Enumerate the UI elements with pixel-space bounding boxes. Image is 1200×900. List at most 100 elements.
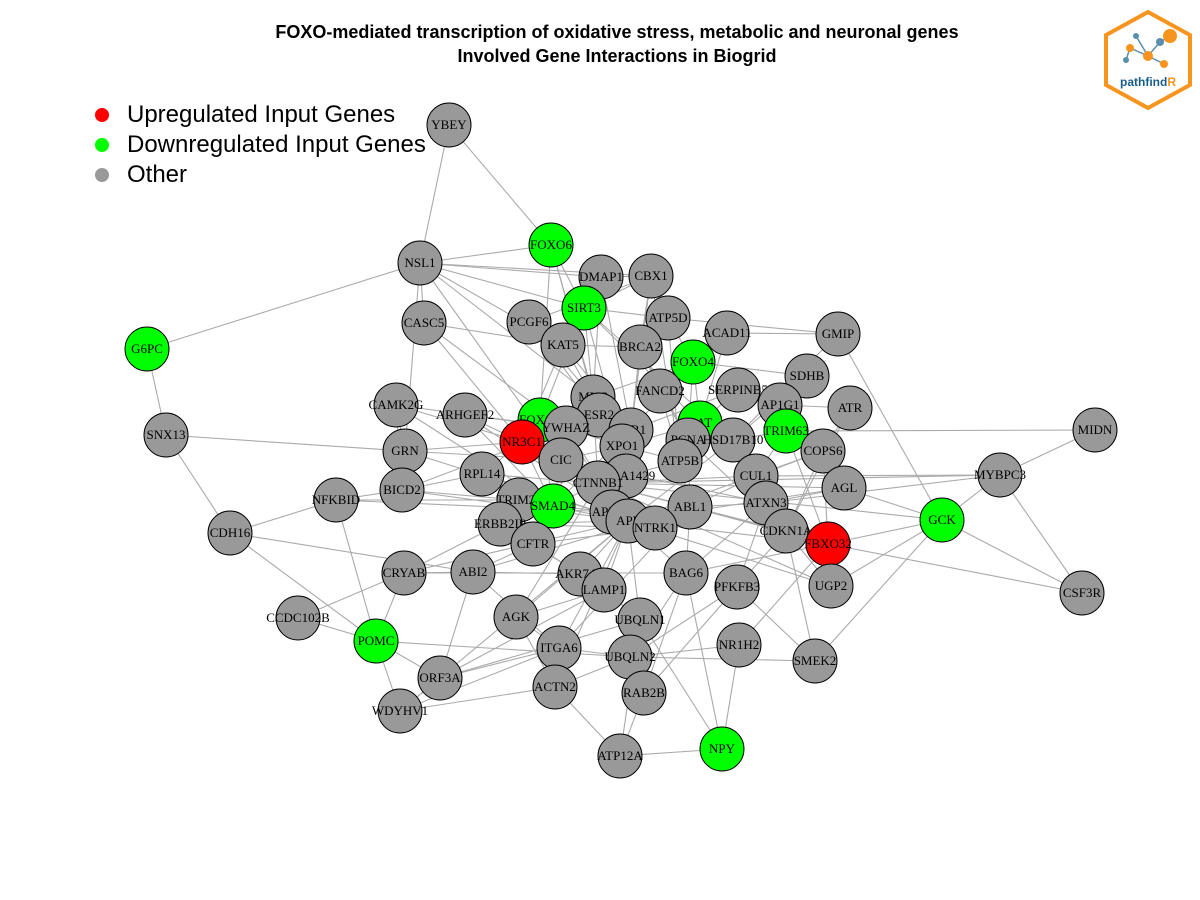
gene-node-fbxo32[interactable]: FBXO32	[804, 521, 852, 567]
gene-node-camk2g[interactable]: CAMK2G	[369, 382, 424, 428]
gene-circle-g6pc[interactable]	[124, 326, 170, 372]
gene-node-cdh16[interactable]: CDH16	[207, 510, 253, 556]
gene-circle-serpinb5[interactable]	[715, 367, 761, 413]
gene-node-pfkfb3[interactable]: PFKFB3	[714, 564, 760, 610]
gene-node-cops6[interactable]: COPS6	[800, 428, 846, 474]
gene-node-ubqln2[interactable]: UBQLN2	[604, 634, 656, 680]
gene-node-bag6[interactable]: BAG6	[663, 550, 709, 596]
gene-circle-cdkn1a[interactable]	[763, 508, 809, 554]
gene-circle-foxo6[interactable]	[528, 222, 574, 268]
gene-node-ntrk1[interactable]: NTRK1	[632, 505, 678, 551]
gene-node-arhgef2[interactable]: ARHGEF2	[436, 392, 495, 438]
gene-node-csf3r[interactable]: CSF3R	[1059, 570, 1105, 616]
gene-circle-cftr[interactable]	[510, 521, 556, 567]
gene-node-acad11[interactable]: ACAD11	[702, 310, 752, 356]
gene-node-nfkbid[interactable]: NFKBID	[312, 477, 360, 523]
gene-node-fancd2[interactable]: FANCD2	[635, 368, 685, 414]
gene-node-orf3a[interactable]: ORF3A	[417, 655, 463, 701]
gene-node-agl[interactable]: AGL	[821, 465, 867, 511]
gene-node-brca2[interactable]: BRCA2	[617, 324, 663, 370]
gene-circle-bicd2[interactable]	[379, 467, 425, 513]
gene-node-cdkn1a[interactable]: CDKN1A	[760, 508, 813, 554]
gene-node-actn2[interactable]: ACTN2	[532, 664, 578, 710]
gene-circle-snx13[interactable]	[143, 412, 189, 458]
gene-node-atr[interactable]: ATR	[827, 385, 873, 431]
gene-circle-abl1[interactable]	[667, 484, 713, 530]
gene-circle-cryab[interactable]	[381, 550, 427, 596]
gene-circle-nfkbid[interactable]	[313, 477, 359, 523]
gene-node-smad4[interactable]: SMAD4	[530, 483, 576, 529]
gene-circle-agk[interactable]	[493, 594, 539, 640]
gene-node-serpinb5[interactable]: SERPINB5	[708, 367, 768, 413]
gene-node-lamp1[interactable]: LAMP1	[581, 567, 627, 613]
gene-circle-sirt3[interactable]	[561, 285, 607, 331]
gene-node-atp12a[interactable]: ATP12A	[597, 733, 643, 779]
gene-circle-rab2b[interactable]	[621, 670, 667, 716]
gene-circle-foxo4[interactable]	[670, 339, 716, 385]
gene-node-gck[interactable]: GCK	[919, 497, 965, 543]
gene-node-npy[interactable]: NPY	[699, 726, 745, 772]
gene-node-atp5b[interactable]: ATP5B	[657, 438, 703, 484]
gene-node-smek2[interactable]: SMEK2	[792, 638, 838, 684]
gene-node-mybpc3[interactable]: MYBPC3	[974, 452, 1026, 498]
gene-node-itga6[interactable]: ITGA6	[536, 625, 582, 671]
gene-circle-csf3r[interactable]	[1059, 570, 1105, 616]
gene-circle-hsd17b10[interactable]	[710, 417, 756, 463]
gene-circle-ccdc102b[interactable]	[275, 595, 321, 641]
gene-circle-pcgf6[interactable]	[506, 299, 552, 345]
gene-circle-camk2g[interactable]	[373, 382, 419, 428]
gene-circle-nsl1[interactable]	[397, 240, 443, 286]
gene-node-xpo1[interactable]: XPO1	[599, 423, 645, 469]
gene-node-abl1[interactable]: ABL1	[667, 484, 713, 530]
gene-node-cic[interactable]: CIC	[538, 437, 584, 483]
gene-circle-ugp2[interactable]	[808, 563, 854, 609]
gene-circle-actn2[interactable]	[532, 664, 578, 710]
gene-node-bicd2[interactable]: BICD2	[379, 467, 425, 513]
gene-circle-acad11[interactable]	[704, 310, 750, 356]
gene-node-nsl1[interactable]: NSL1	[397, 240, 443, 286]
gene-circle-atp5b[interactable]	[657, 438, 703, 484]
gene-node-cbx1[interactable]: CBX1	[628, 253, 674, 299]
gene-circle-cops6[interactable]	[800, 428, 846, 474]
gene-circle-rpl14[interactable]	[459, 451, 505, 497]
gene-circle-erbb2ip[interactable]	[477, 501, 523, 547]
gene-node-sdhb[interactable]: SDHB	[784, 353, 830, 399]
gene-node-nr1h2[interactable]: NR1H2	[716, 622, 762, 668]
gene-circle-pfkfb3[interactable]	[714, 564, 760, 610]
gene-node-rpl14[interactable]: RPL14	[459, 451, 505, 497]
gene-node-casc5[interactable]: CASC5	[401, 300, 447, 346]
gene-node-cryab[interactable]: CRYAB	[381, 550, 427, 596]
gene-circle-agl[interactable]	[821, 465, 867, 511]
gene-node-midn[interactable]: MIDN	[1072, 407, 1118, 453]
gene-node-ugp2[interactable]: UGP2	[808, 563, 854, 609]
gene-node-rab2b[interactable]: RAB2B	[621, 670, 667, 716]
gene-circle-smad4[interactable]	[530, 483, 576, 529]
gene-node-hsd17b10[interactable]: HSD17B10	[703, 417, 764, 463]
gene-circle-bag6[interactable]	[663, 550, 709, 596]
gene-node-pcgf6[interactable]: PCGF6	[506, 299, 552, 345]
gene-circle-ntrk1[interactable]	[632, 505, 678, 551]
gene-node-atp5d[interactable]: ATP5D	[645, 295, 691, 341]
gene-node-kat5[interactable]: KAT5	[540, 322, 586, 368]
gene-circle-cdh16[interactable]	[207, 510, 253, 556]
gene-node-agk[interactable]: AGK	[493, 594, 539, 640]
gene-circle-gck[interactable]	[919, 497, 965, 543]
gene-node-snx13[interactable]: SNX13	[143, 412, 189, 458]
gene-node-nr3c1[interactable]: NR3C1	[499, 419, 545, 465]
gene-node-cftr[interactable]: CFTR	[510, 521, 556, 567]
gene-circle-orf3a[interactable]	[417, 655, 463, 701]
gene-circle-trim63[interactable]	[763, 408, 809, 454]
gene-node-foxo4[interactable]: FOXO4	[670, 339, 716, 385]
gene-circle-atp5d[interactable]	[645, 295, 691, 341]
gene-node-gmip[interactable]: GMIP	[815, 311, 861, 357]
gene-circle-lamp1[interactable]	[581, 567, 627, 613]
gene-circle-mybpc3[interactable]	[977, 452, 1023, 498]
gene-circle-npy[interactable]	[699, 726, 745, 772]
gene-node-grn[interactable]: GRN	[382, 428, 428, 474]
gene-node-ccdc102b[interactable]: CCDC102B	[266, 595, 330, 641]
gene-circle-brca2[interactable]	[617, 324, 663, 370]
gene-circle-sdhb[interactable]	[784, 353, 830, 399]
gene-node-ybey[interactable]: YBEY	[426, 102, 472, 148]
gene-circle-ybey[interactable]	[426, 102, 472, 148]
gene-circle-smek2[interactable]	[792, 638, 838, 684]
